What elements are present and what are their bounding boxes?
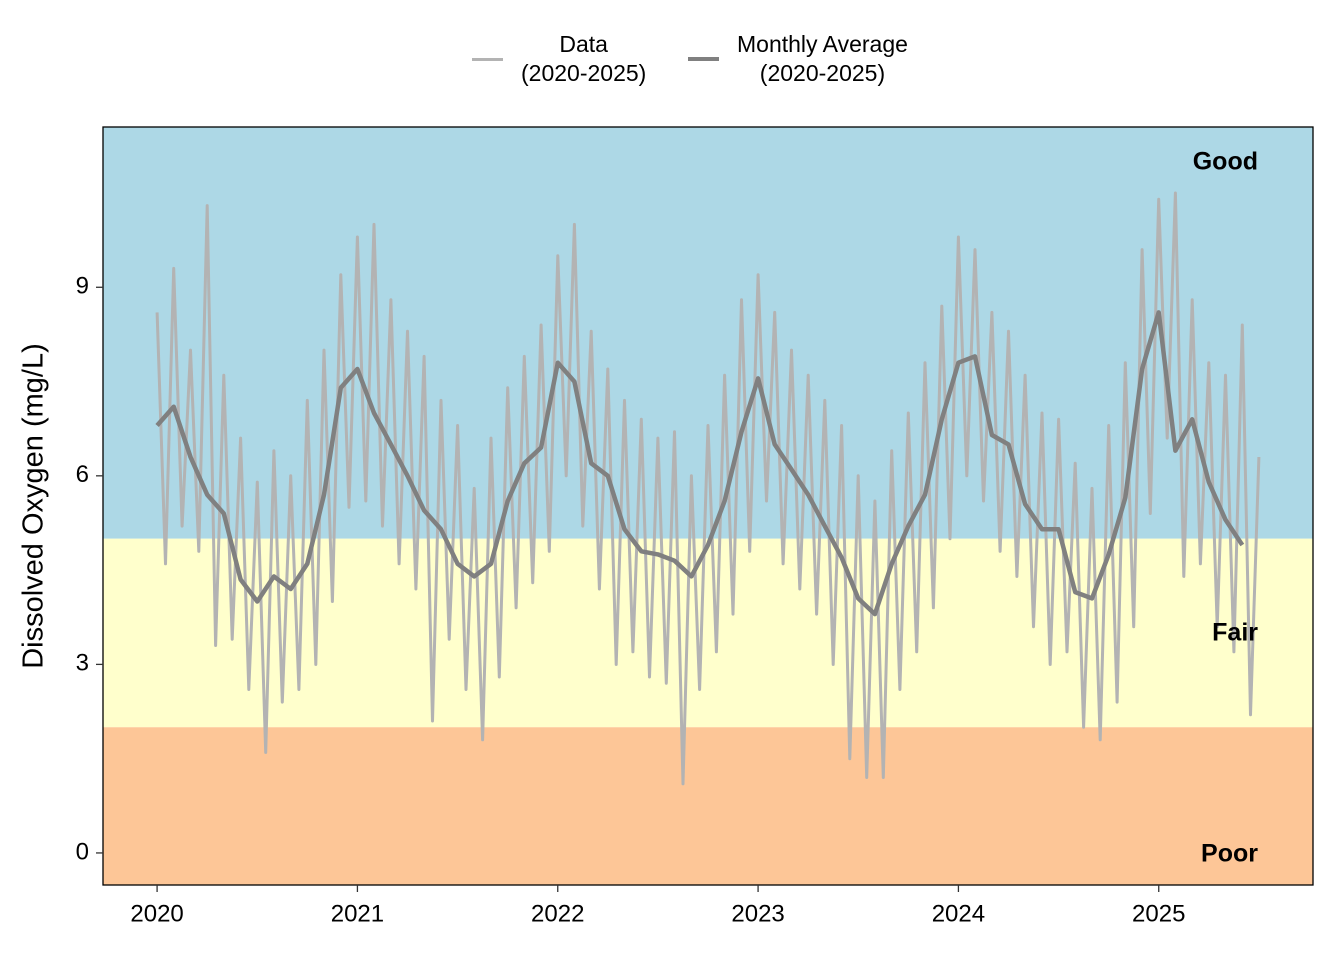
- legend-swatch: [688, 56, 719, 62]
- legend-item: Monthly Average (2020-2025): [688, 30, 908, 88]
- x-tick-label: 2023: [731, 900, 784, 927]
- series-line: [155, 191, 1261, 786]
- y-axis-title: Dissolved Oxygen (mg/L): [18, 343, 50, 669]
- x-tick-label: 2024: [932, 900, 985, 927]
- zone-label: Good: [1193, 148, 1258, 176]
- zone-band: [103, 727, 1313, 885]
- x-tick-label: 2021: [331, 900, 384, 927]
- y-tick-label: 6: [76, 461, 89, 488]
- y-tick-label: 9: [76, 273, 89, 300]
- legend-label: Data (2020-2025): [521, 31, 647, 86]
- x-tick-label: 2025: [1132, 900, 1185, 927]
- plot-border: [102, 126, 1314, 886]
- y-tick-label: 0: [76, 838, 89, 865]
- legend-item: Data (2020-2025): [472, 30, 646, 88]
- zone-band: [103, 127, 1313, 539]
- legend-label: Monthly Average (2020-2025): [737, 31, 908, 86]
- x-tick-label: 2022: [531, 900, 584, 927]
- legend-swatch: [472, 57, 503, 61]
- zone-label: Poor: [1201, 840, 1258, 868]
- y-tick-label: 3: [76, 650, 89, 677]
- zone-label: Fair: [1212, 619, 1258, 647]
- x-tick-label: 2020: [130, 900, 183, 927]
- series-line: [155, 310, 1245, 617]
